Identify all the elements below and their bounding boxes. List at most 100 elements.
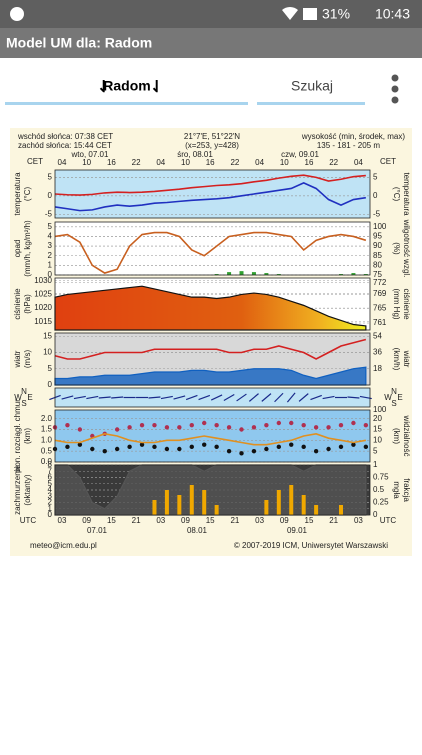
tick-label: 10 [373,435,382,444]
hour-label: 04 [354,158,363,167]
dot [264,422,269,428]
panel-bg [55,388,370,407]
search-tab[interactable]: Szukaj [291,78,333,94]
elevation: 135 - 181 - 205 m [317,141,380,150]
bar [202,490,207,515]
date-label: wto, 07.01 [71,150,109,159]
wind-barb [310,394,322,401]
bar [338,505,343,515]
dot [152,422,157,428]
dot [363,422,369,428]
dot [164,425,170,430]
bar [338,274,343,275]
axis-label: wiatr [402,350,411,368]
date-label: śro, 08.01 [177,150,213,159]
dot [202,420,207,426]
tick-label: 772 [373,278,387,287]
cet-label: CET [27,157,43,166]
wind-barb [111,396,124,399]
dot [189,422,194,428]
wind-barb [73,395,86,400]
tick-label: 75 [373,270,382,279]
bar [301,495,306,515]
tick-label: -5 [45,209,53,218]
bar [264,273,269,275]
compass-label: E [397,393,402,402]
tick-label: 4 [48,232,53,241]
tick-label: 0 [48,380,53,389]
tick-label: 1015 [34,317,52,326]
bar [251,272,256,275]
axis-label: temperatura [402,172,411,216]
dot [214,444,219,450]
tick-label: 0 [373,510,378,519]
tick-label: 7 [48,466,53,475]
dot [90,446,95,452]
dot [351,442,356,447]
battery: 31% [322,6,350,22]
axis-label: pion. rozciągł. chmur [13,399,22,473]
tick-label: 54 [373,331,382,340]
app-bar [0,28,422,58]
hour-label: 04 [156,158,165,167]
dot [301,422,306,428]
dot [239,427,244,432]
axis-label: ciśnienie [402,288,411,320]
line-series [54,174,366,196]
panel-frame [54,409,371,463]
bar [276,274,281,275]
dot [301,444,306,450]
axis-unit: (mm/h, kg/m²/h) [23,220,32,277]
tick-label: 1 [48,504,53,513]
bar [189,485,194,515]
menu-button[interactable] [391,74,399,104]
tick-label: 1 [48,260,53,269]
utc-label: UTC [20,516,37,525]
dot [276,444,282,450]
wind-barb [286,392,296,403]
dot [127,444,132,450]
dot [251,425,257,430]
tick-label: 90 [373,241,382,250]
line-series [54,338,367,360]
bar [164,490,169,515]
tick-label: 0.0 [41,457,53,466]
dot [326,425,331,430]
axis-label: wilgotność wzgl. [402,219,411,278]
tick-label: 0.25 [373,498,389,507]
hour-label: 15 [305,516,314,525]
panel-frame [54,387,371,408]
axis-label: frakcja [402,478,411,502]
compass-label: E [27,393,32,402]
dot [289,420,294,426]
tick-label: 2.0 [41,414,53,423]
axis-unit: (m/s) [23,350,32,369]
hour-label: 22 [230,158,239,167]
compass-label: N [391,387,397,396]
dot [177,446,182,452]
hour-label: 03 [58,516,67,525]
hour-label: 03 [354,516,363,525]
tick-label: 18 [373,364,382,373]
tick-label: 1025 [34,290,52,299]
tick-label: 2 [48,498,53,507]
hour-label: 09 [181,516,190,525]
area-series [54,285,367,331]
axis-label: opad [13,240,22,258]
dot [189,444,194,450]
tick-label: 0 [48,270,53,279]
sunrise: wschód słońca: 07:38 CET [17,132,113,141]
bar [227,272,232,275]
hour-label: 10 [82,158,91,167]
bar [177,495,182,515]
tick-label: 5 [48,222,53,231]
wind-barb [185,394,198,401]
axis-label: temperatura [13,172,22,216]
tick-label: 36 [373,348,382,357]
tick-label: 1 [373,460,378,469]
hour-label: 09 [82,516,91,525]
bar [276,490,281,515]
axis-unit: (°C) [23,187,32,202]
location-tab[interactable]: Radom [103,78,150,94]
